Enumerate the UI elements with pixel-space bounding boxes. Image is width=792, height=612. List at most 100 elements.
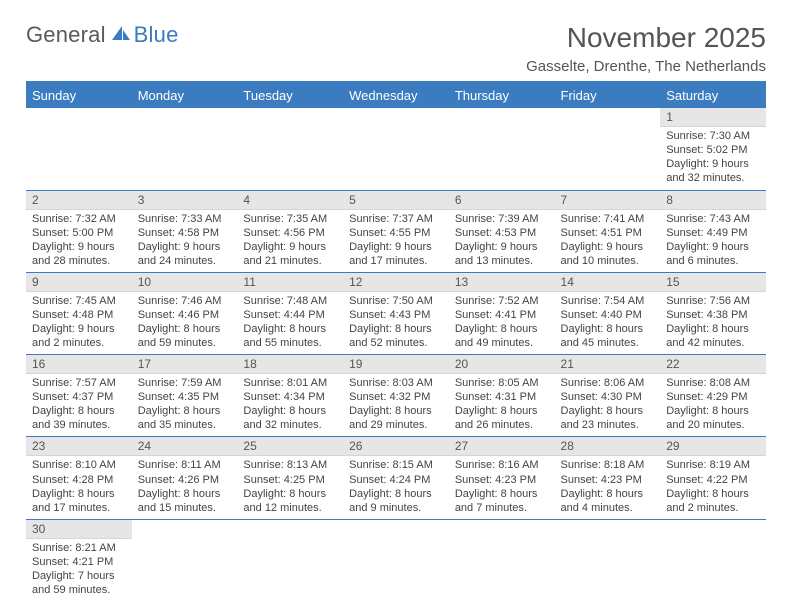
daylight-line: Daylight: 9 hours and 21 minutes. [243, 240, 337, 268]
calendar-week-row: 16Sunrise: 7:57 AMSunset: 4:37 PMDayligh… [26, 355, 766, 437]
day-number: 20 [449, 355, 555, 374]
sunrise-line: Sunrise: 8:06 AM [561, 376, 655, 390]
title-block: November 2025 Gasselte, Drenthe, The Net… [526, 22, 766, 75]
daylight-line: Daylight: 8 hours and 4 minutes. [561, 487, 655, 515]
sunset-line: Sunset: 4:51 PM [561, 226, 655, 240]
logo-text-1: General [26, 22, 106, 48]
daylight-line: Daylight: 8 hours and 49 minutes. [455, 322, 549, 350]
daylight-line: Daylight: 8 hours and 39 minutes. [32, 404, 126, 432]
calendar-day-cell [132, 519, 238, 601]
calendar-week-row: 2Sunrise: 7:32 AMSunset: 5:00 PMDaylight… [26, 190, 766, 272]
daylight-line: Daylight: 8 hours and 52 minutes. [349, 322, 443, 350]
sunrise-line: Sunrise: 7:45 AM [32, 294, 126, 308]
calendar-day-cell: 2Sunrise: 7:32 AMSunset: 5:00 PMDaylight… [26, 190, 132, 272]
day-details: Sunrise: 7:54 AMSunset: 4:40 PMDaylight:… [555, 292, 661, 354]
sunrise-line: Sunrise: 8:21 AM [32, 541, 126, 555]
day-number: 3 [132, 191, 238, 210]
calendar-week-row: 9Sunrise: 7:45 AMSunset: 4:48 PMDaylight… [26, 272, 766, 354]
day-details: Sunrise: 8:06 AMSunset: 4:30 PMDaylight:… [555, 374, 661, 436]
calendar-day-cell: 3Sunrise: 7:33 AMSunset: 4:58 PMDaylight… [132, 190, 238, 272]
calendar-day-cell: 30Sunrise: 8:21 AMSunset: 4:21 PMDayligh… [26, 519, 132, 601]
month-title: November 2025 [526, 22, 766, 54]
weekday-header: Tuesday [237, 83, 343, 108]
sunset-line: Sunset: 4:32 PM [349, 390, 443, 404]
day-details: Sunrise: 7:41 AMSunset: 4:51 PMDaylight:… [555, 210, 661, 272]
day-details: Sunrise: 7:30 AMSunset: 5:02 PMDaylight:… [660, 127, 766, 189]
daylight-line: Daylight: 9 hours and 10 minutes. [561, 240, 655, 268]
sunset-line: Sunset: 4:28 PM [32, 473, 126, 487]
day-number: 12 [343, 273, 449, 292]
sunrise-line: Sunrise: 8:05 AM [455, 376, 549, 390]
sunrise-line: Sunrise: 7:57 AM [32, 376, 126, 390]
sunrise-line: Sunrise: 7:30 AM [666, 129, 760, 143]
daylight-line: Daylight: 7 hours and 59 minutes. [32, 569, 126, 597]
day-number: 6 [449, 191, 555, 210]
sunrise-line: Sunrise: 8:11 AM [138, 458, 232, 472]
sunset-line: Sunset: 4:55 PM [349, 226, 443, 240]
day-details: Sunrise: 7:50 AMSunset: 4:43 PMDaylight:… [343, 292, 449, 354]
calendar-day-cell: 19Sunrise: 8:03 AMSunset: 4:32 PMDayligh… [343, 355, 449, 437]
sunset-line: Sunset: 4:56 PM [243, 226, 337, 240]
day-number: 17 [132, 355, 238, 374]
day-details: Sunrise: 7:43 AMSunset: 4:49 PMDaylight:… [660, 210, 766, 272]
weekday-header: Thursday [449, 83, 555, 108]
location: Gasselte, Drenthe, The Netherlands [526, 58, 766, 75]
day-number: 4 [237, 191, 343, 210]
day-details: Sunrise: 8:05 AMSunset: 4:31 PMDaylight:… [449, 374, 555, 436]
day-details: Sunrise: 8:19 AMSunset: 4:22 PMDaylight:… [660, 456, 766, 518]
calendar-day-cell: 11Sunrise: 7:48 AMSunset: 4:44 PMDayligh… [237, 272, 343, 354]
daylight-line: Daylight: 8 hours and 32 minutes. [243, 404, 337, 432]
weekday-header-row: Sunday Monday Tuesday Wednesday Thursday… [26, 83, 766, 108]
calendar-day-cell [449, 108, 555, 190]
sunset-line: Sunset: 4:41 PM [455, 308, 549, 322]
calendar-day-cell [660, 519, 766, 601]
day-number: 24 [132, 437, 238, 456]
day-number: 28 [555, 437, 661, 456]
day-details: Sunrise: 7:32 AMSunset: 5:00 PMDaylight:… [26, 210, 132, 272]
calendar-day-cell: 9Sunrise: 7:45 AMSunset: 4:48 PMDaylight… [26, 272, 132, 354]
calendar-week-row: 23Sunrise: 8:10 AMSunset: 4:28 PMDayligh… [26, 437, 766, 519]
calendar-day-cell [449, 519, 555, 601]
sunset-line: Sunset: 4:30 PM [561, 390, 655, 404]
weekday-header: Saturday [660, 83, 766, 108]
calendar-day-cell [343, 108, 449, 190]
sunset-line: Sunset: 4:23 PM [561, 473, 655, 487]
sunset-line: Sunset: 4:26 PM [138, 473, 232, 487]
day-number: 7 [555, 191, 661, 210]
logo: General Blue [26, 22, 179, 48]
calendar-day-cell: 14Sunrise: 7:54 AMSunset: 4:40 PMDayligh… [555, 272, 661, 354]
sunrise-line: Sunrise: 7:59 AM [138, 376, 232, 390]
day-number: 23 [26, 437, 132, 456]
calendar-day-cell: 6Sunrise: 7:39 AMSunset: 4:53 PMDaylight… [449, 190, 555, 272]
daylight-line: Daylight: 9 hours and 28 minutes. [32, 240, 126, 268]
day-details: Sunrise: 8:18 AMSunset: 4:23 PMDaylight:… [555, 456, 661, 518]
sunset-line: Sunset: 4:25 PM [243, 473, 337, 487]
calendar-day-cell: 5Sunrise: 7:37 AMSunset: 4:55 PMDaylight… [343, 190, 449, 272]
sunrise-line: Sunrise: 7:56 AM [666, 294, 760, 308]
calendar-day-cell [343, 519, 449, 601]
day-details: Sunrise: 8:08 AMSunset: 4:29 PMDaylight:… [660, 374, 766, 436]
sunset-line: Sunset: 4:35 PM [138, 390, 232, 404]
day-details: Sunrise: 8:16 AMSunset: 4:23 PMDaylight:… [449, 456, 555, 518]
sunset-line: Sunset: 4:46 PM [138, 308, 232, 322]
sunset-line: Sunset: 4:48 PM [32, 308, 126, 322]
sunrise-line: Sunrise: 8:18 AM [561, 458, 655, 472]
calendar-day-cell: 25Sunrise: 8:13 AMSunset: 4:25 PMDayligh… [237, 437, 343, 519]
calendar-day-cell [237, 519, 343, 601]
day-number: 15 [660, 273, 766, 292]
calendar-day-cell [26, 108, 132, 190]
daylight-line: Daylight: 8 hours and 23 minutes. [561, 404, 655, 432]
daylight-line: Daylight: 9 hours and 24 minutes. [138, 240, 232, 268]
sunset-line: Sunset: 4:38 PM [666, 308, 760, 322]
day-details: Sunrise: 8:11 AMSunset: 4:26 PMDaylight:… [132, 456, 238, 518]
day-details: Sunrise: 8:10 AMSunset: 4:28 PMDaylight:… [26, 456, 132, 518]
day-number: 13 [449, 273, 555, 292]
sunset-line: Sunset: 5:00 PM [32, 226, 126, 240]
sunset-line: Sunset: 4:37 PM [32, 390, 126, 404]
calendar-day-cell: 8Sunrise: 7:43 AMSunset: 4:49 PMDaylight… [660, 190, 766, 272]
sail-icon [110, 22, 132, 48]
calendar-week-row: 1Sunrise: 7:30 AMSunset: 5:02 PMDaylight… [26, 108, 766, 190]
sunrise-line: Sunrise: 8:19 AM [666, 458, 760, 472]
sunset-line: Sunset: 4:53 PM [455, 226, 549, 240]
sunset-line: Sunset: 4:24 PM [349, 473, 443, 487]
